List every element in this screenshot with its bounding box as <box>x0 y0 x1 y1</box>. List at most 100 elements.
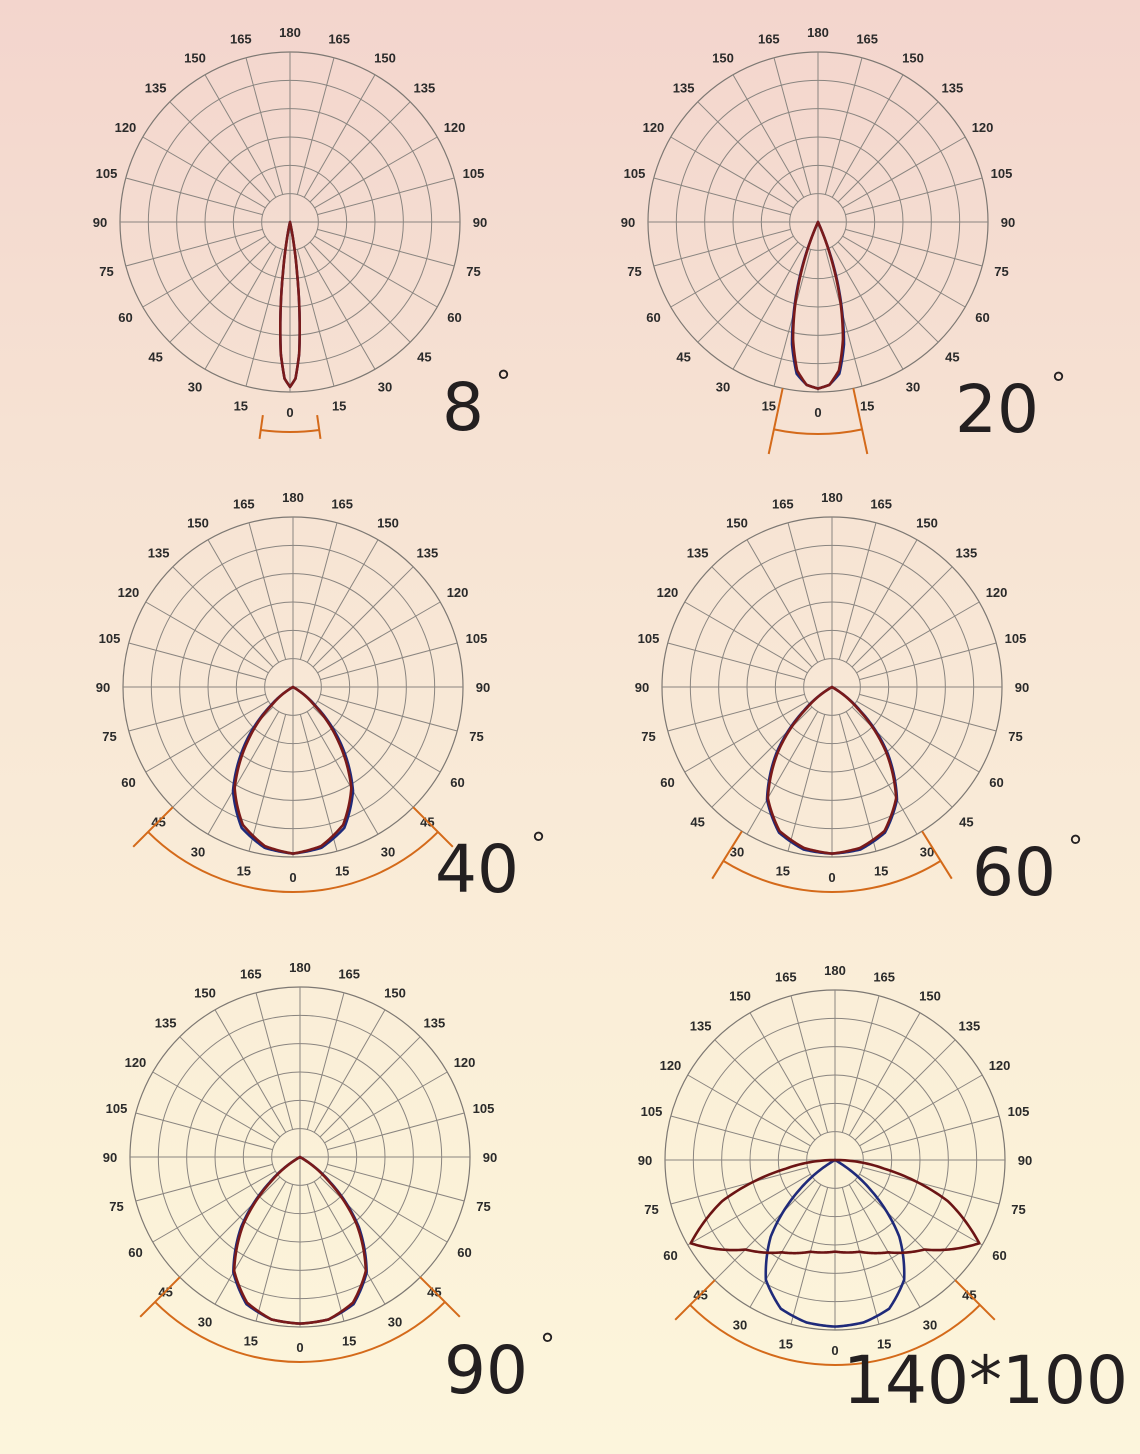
angle-tick-label: 30 <box>388 1315 402 1330</box>
beam-edge-right <box>419 1276 461 1318</box>
angle-tick-label: 30 <box>920 845 934 860</box>
grid-spoke <box>670 235 794 308</box>
angle-tick-label: 165 <box>873 969 895 984</box>
grid-spoke <box>845 711 918 835</box>
degree-symbol: ° <box>531 827 546 862</box>
angle-tick-label: 30 <box>198 1315 212 1330</box>
angle-tick-label: 150 <box>902 50 924 65</box>
grid-spoke <box>859 693 997 732</box>
angle-tick-label: 90 <box>96 680 110 695</box>
angle-tick-label: 105 <box>463 166 485 181</box>
grid-spoke <box>314 136 438 209</box>
grid-spoke <box>145 700 269 773</box>
angle-tick-label: 135 <box>673 81 695 96</box>
grid-spoke <box>749 1184 822 1308</box>
beam-angle-marker <box>674 1279 996 1366</box>
grid-spoke <box>854 1179 956 1281</box>
beam-edge-right <box>852 388 869 455</box>
angle-tick-label: 120 <box>125 1055 147 1070</box>
grid-spoke <box>684 700 808 773</box>
angle-tick-label: 135 <box>941 81 963 96</box>
angle-tick-label: 75 <box>466 264 480 279</box>
angle-tick-label: 105 <box>641 1104 663 1119</box>
angle-tick-label: 150 <box>919 988 941 1003</box>
angle-tick-label: 30 <box>188 380 202 395</box>
beam-angle-label: 8 <box>442 369 484 446</box>
angle-tick-label: 45 <box>676 349 690 364</box>
angle-tick-label: 0 <box>296 1340 303 1355</box>
angle-tick-label: 45 <box>148 349 162 364</box>
grid-spoke <box>831 246 904 370</box>
angle-tick-label: 165 <box>758 31 780 46</box>
grid-spoke <box>841 995 880 1133</box>
grid-spoke <box>207 711 280 835</box>
angle-tick-label: 90 <box>483 1150 497 1165</box>
grid-spoke <box>653 177 791 216</box>
intensity-curve-2 <box>766 685 898 855</box>
angle-tick-label: 150 <box>374 50 396 65</box>
grid-spoke <box>317 700 441 773</box>
grid-spoke <box>697 101 799 203</box>
angle-tick-label: 180 <box>821 490 843 505</box>
grid-spoke <box>319 1036 421 1138</box>
grid-spoke <box>320 642 458 681</box>
beam-arc <box>722 860 942 893</box>
angle-tick-label: 120 <box>657 585 679 600</box>
angle-tick-label: 120 <box>454 1055 476 1070</box>
angle-tick-label: 120 <box>444 120 466 135</box>
angle-tick-label: 30 <box>730 845 744 860</box>
angle-tick-label: 105 <box>96 166 118 181</box>
grid-spoke <box>204 74 277 198</box>
angle-tick-label: 30 <box>191 845 205 860</box>
grid-spoke <box>313 1181 386 1305</box>
angle-tick-label: 135 <box>155 1016 177 1031</box>
polar-grid <box>664 989 1006 1331</box>
angle-tick-label: 165 <box>772 496 794 511</box>
grid-spoke <box>732 246 805 370</box>
grid-spoke <box>773 57 812 195</box>
grid-spoke <box>135 1112 273 1151</box>
angle-tick-label: 15 <box>332 399 346 414</box>
grid-spoke <box>670 136 794 209</box>
angle-tick-label: 135 <box>416 546 438 561</box>
angle-labels: 0 15 30 45 60 75 90 105 120 135 150 165 180 15 30 45 60 7… <box>93 25 487 420</box>
angle-tick-label: 150 <box>712 50 734 65</box>
angle-tick-label: 75 <box>644 1202 658 1217</box>
angle-tick-label: 75 <box>641 729 655 744</box>
intensity-curves <box>232 1155 368 1325</box>
angle-tick-label: 60 <box>663 1248 677 1263</box>
angle-tick-label: 90 <box>476 680 490 695</box>
angle-tick-label: 15 <box>342 1334 356 1349</box>
angle-tick-label: 30 <box>906 380 920 395</box>
angle-tick-label: 15 <box>874 864 888 879</box>
grid-spoke <box>128 693 266 732</box>
angle-tick-label: 60 <box>447 310 461 325</box>
angle-tick-label: 90 <box>93 215 107 230</box>
grid-spoke <box>749 1012 822 1136</box>
beam-edge-left <box>139 1276 181 1318</box>
angle-tick-label: 150 <box>377 515 399 530</box>
angle-tick-label: 165 <box>856 31 878 46</box>
angle-tick-label: 90 <box>473 215 487 230</box>
beam-edge-right <box>954 1279 996 1321</box>
grid-spoke <box>324 1170 448 1243</box>
grid-spoke <box>172 566 274 668</box>
grid-spoke <box>324 1071 448 1144</box>
beam-angle-marker <box>258 414 322 440</box>
grid-spoke <box>845 177 983 216</box>
grid-spoke <box>207 539 280 663</box>
polar-grid <box>129 986 471 1328</box>
angle-tick-label: 15 <box>234 399 248 414</box>
angle-tick-label: 105 <box>638 631 660 646</box>
intensity-curve-2 <box>233 685 353 855</box>
grid-spoke <box>787 522 826 660</box>
angle-tick-label: 180 <box>824 963 846 978</box>
grid-spoke <box>732 74 805 198</box>
angle-tick-label: 90 <box>1001 215 1015 230</box>
angle-tick-label: 135 <box>687 546 709 561</box>
grid-spoke <box>837 241 939 343</box>
angle-tick-label: 0 <box>831 1343 838 1358</box>
polar-grid <box>122 516 464 858</box>
grid-spoke <box>214 1181 287 1305</box>
